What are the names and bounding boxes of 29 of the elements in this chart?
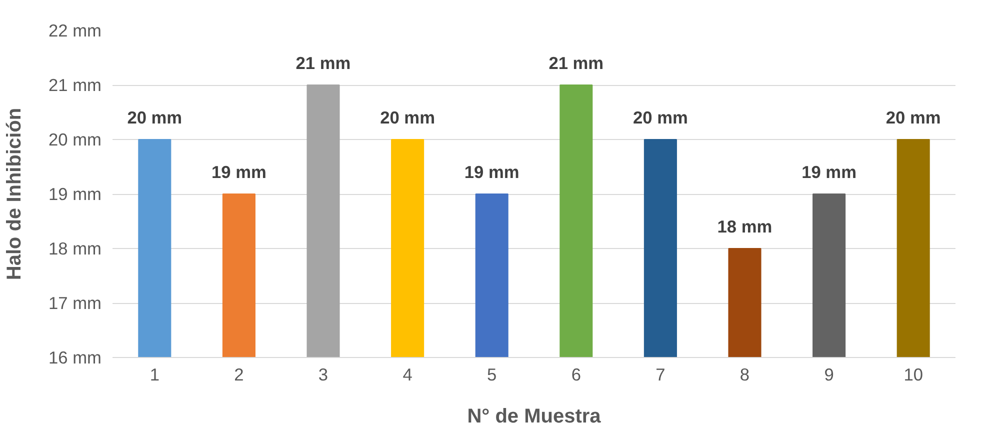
x-tick-label: 2 (234, 364, 244, 384)
x-tick-label: 4 (402, 364, 413, 384)
y-axis-title: Halo de Inhibición (4, 108, 26, 280)
x-tick-label: 5 (487, 364, 497, 384)
data-label: 20 mm (380, 108, 436, 128)
x-tick-label: 1 (150, 364, 160, 384)
x-tick-label: 7 (656, 364, 666, 384)
data-label: 21 mm (548, 53, 604, 73)
y-tick-label: 19 mm (48, 184, 102, 204)
data-label: 19 mm (802, 162, 857, 182)
x-tick-label: 3 (318, 364, 328, 384)
data-label: 20 mm (633, 108, 688, 128)
data-label: 19 mm (464, 162, 520, 182)
data-label: 20 mm (127, 108, 182, 128)
data-label: 19 mm (212, 162, 266, 182)
y-tick-label: 20 mm (48, 130, 102, 150)
y-tick-label: 22 mm (48, 20, 102, 40)
x-tick-label: 6 (571, 364, 581, 384)
x-tick-label: 10 (904, 364, 923, 384)
data-label: 20 mm (886, 108, 941, 128)
data-label: 21 mm (296, 53, 351, 73)
y-tick-label: 18 mm (48, 238, 102, 258)
x-axis-title: N° de Muestra (467, 406, 602, 428)
data-label: 18 mm (717, 216, 772, 236)
y-tick-label: 21 mm (48, 75, 102, 95)
y-tick-label: 17 mm (48, 293, 102, 313)
y-tick-label: 16 mm (48, 348, 102, 368)
x-tick-label: 9 (824, 364, 834, 384)
x-tick-label: 8 (740, 364, 750, 384)
